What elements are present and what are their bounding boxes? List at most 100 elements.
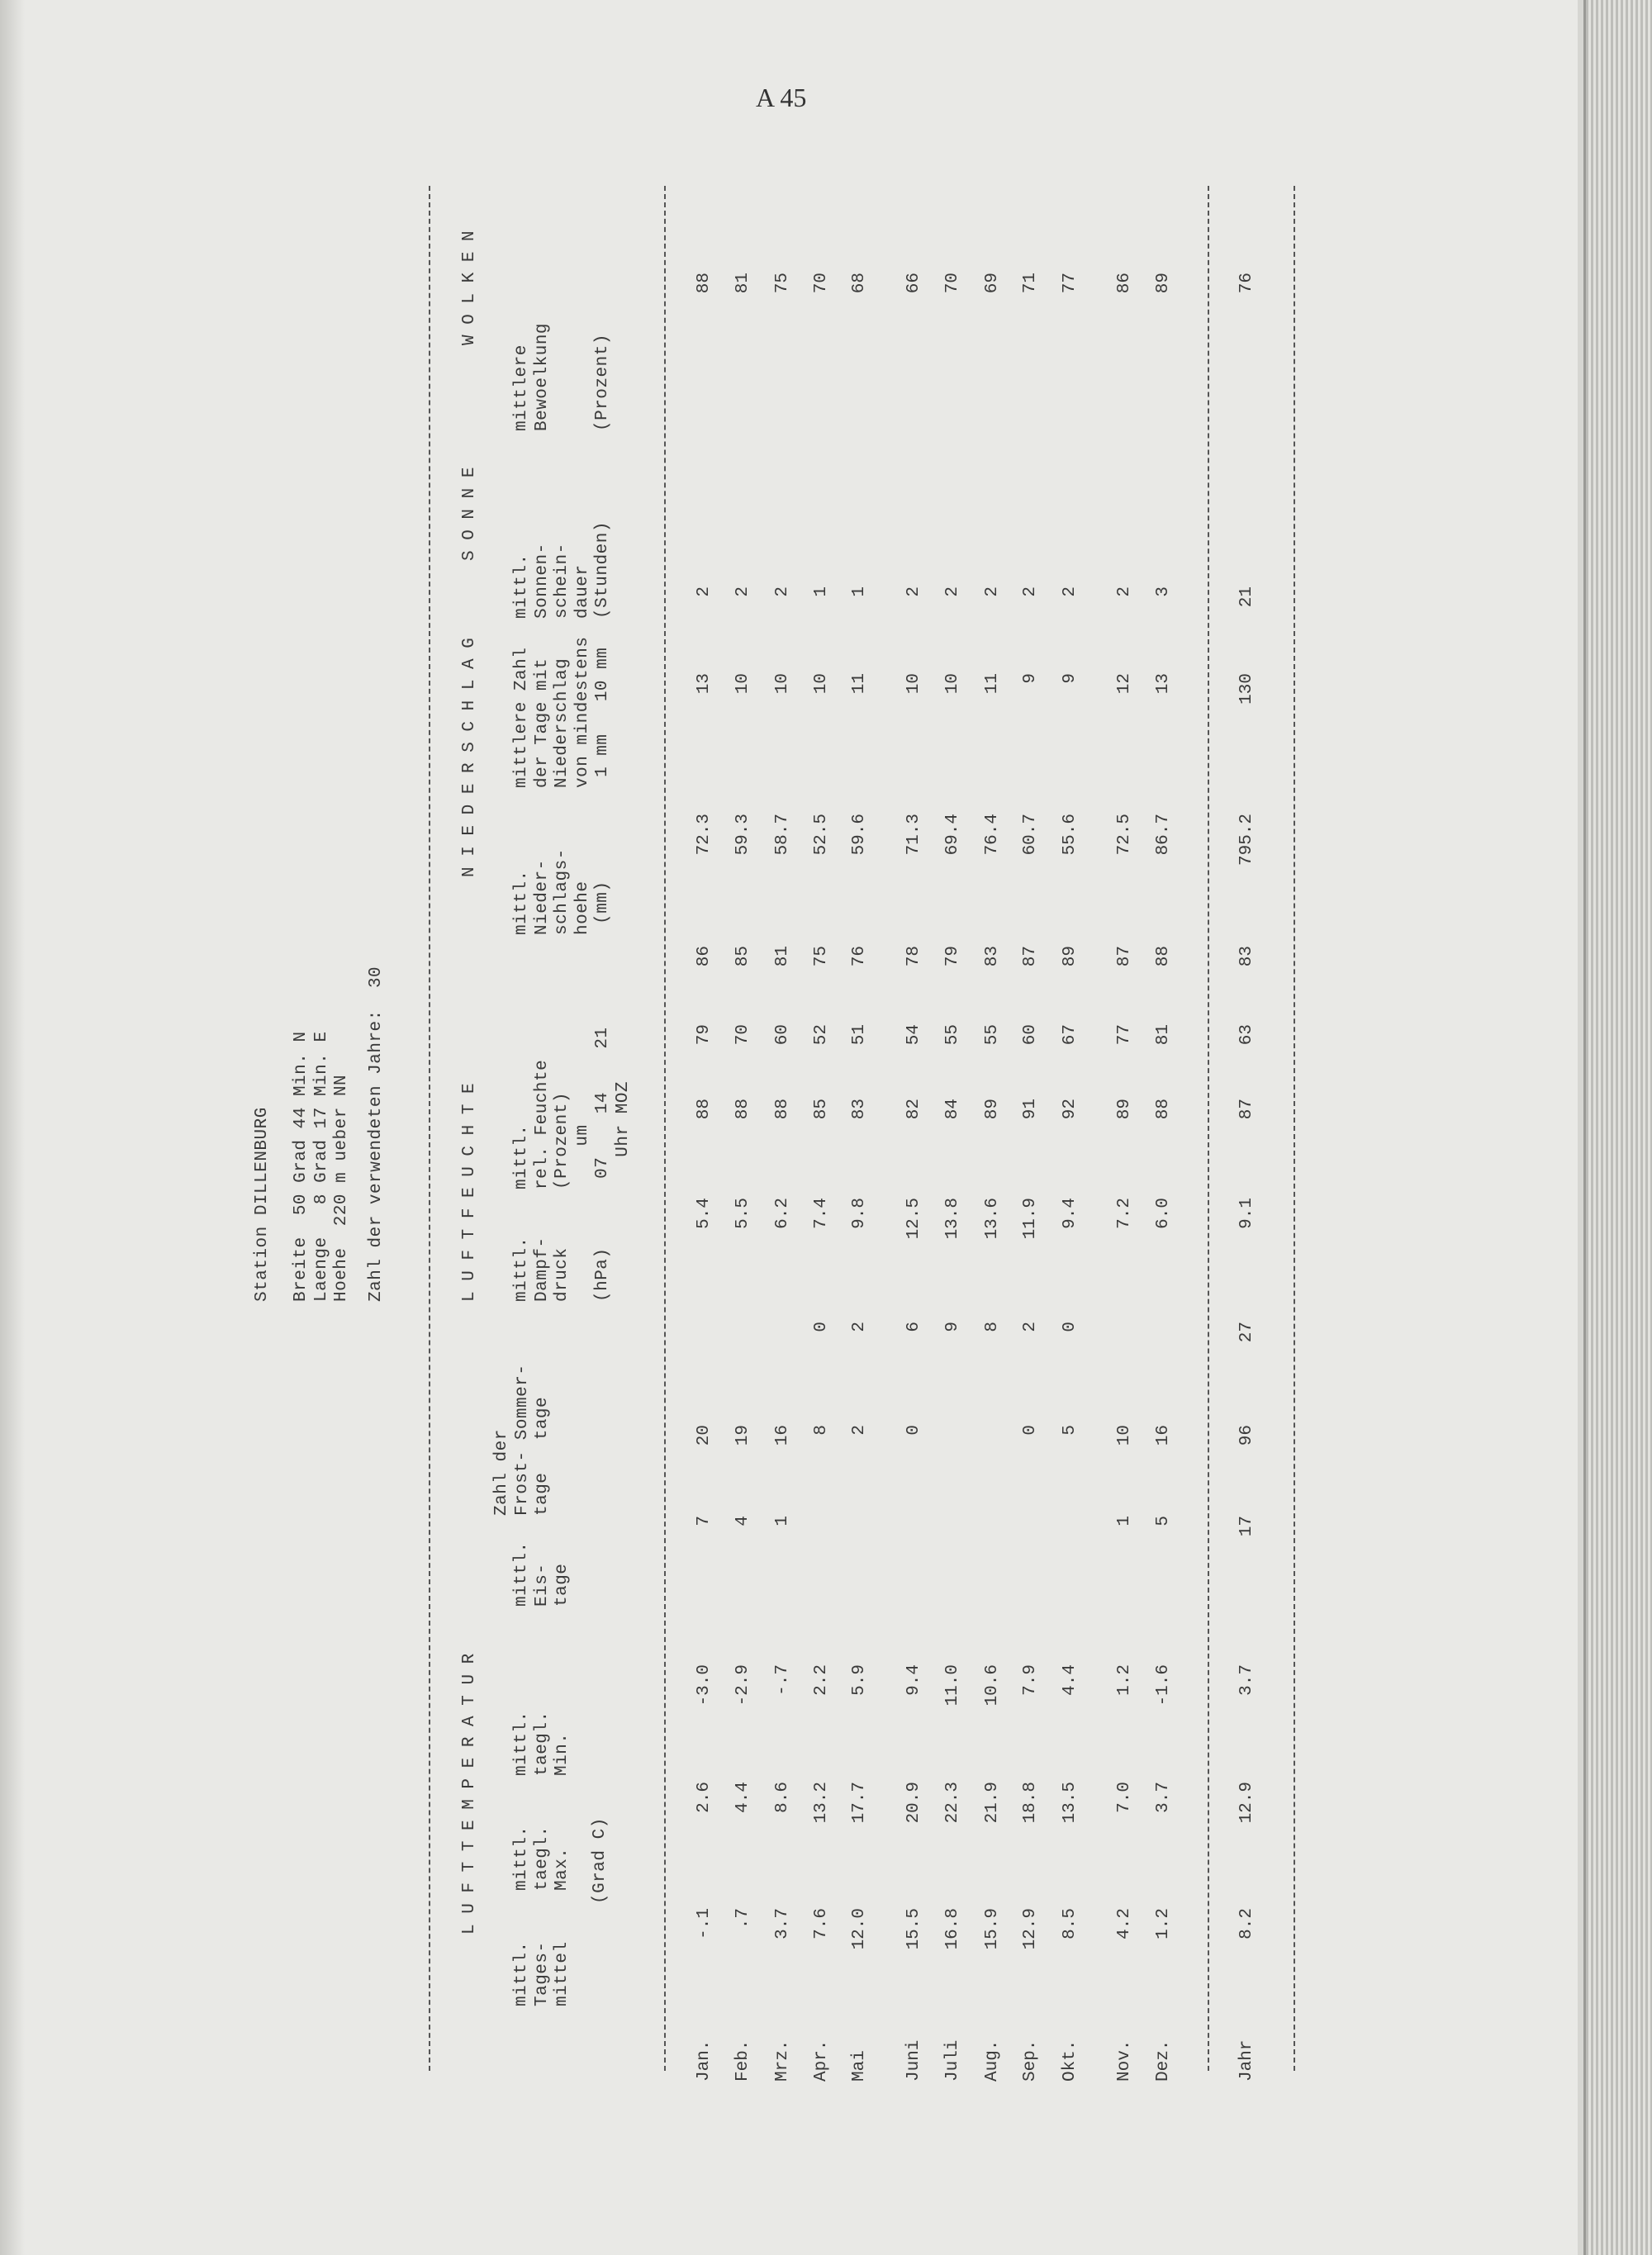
table-cell: 58.7 — [773, 814, 792, 856]
table-cell: 2 — [695, 586, 714, 597]
header-sonnenscheindauer: mittl. Sonnen- schein- dauer (Stunden) — [512, 521, 612, 619]
table-cell: 13 — [1154, 673, 1173, 695]
table-cell: 795.2 — [1237, 814, 1256, 866]
table-cell: 0 — [1021, 1425, 1040, 1436]
table-cell: 8.2 — [1237, 1908, 1256, 1939]
table-cell: 6 — [904, 1322, 923, 1332]
header-dampfdruck: mittl. Dampf- druck (hPa) — [512, 1237, 612, 1302]
table-cell: 13.8 — [943, 1198, 962, 1240]
table-cell: 75 — [812, 946, 831, 967]
table-cell: -.1 — [695, 1908, 714, 1939]
header-eistage: mittl. Eis- tage — [512, 1541, 572, 1607]
table-cell: 2 — [1021, 1322, 1040, 1332]
table-cell: 0 — [812, 1322, 831, 1332]
table-cell: 17 — [1237, 1516, 1256, 1537]
section-sonne: S O N N E — [460, 467, 479, 561]
table-cell: 1.2 — [1115, 1664, 1134, 1696]
table-cell: 96 — [1237, 1425, 1256, 1446]
page-stack-shadow — [1578, 0, 1586, 2255]
table-cell: 9.1 — [1237, 1198, 1256, 1229]
table-cell: 4 — [733, 1516, 752, 1526]
table-cell: 4.4 — [733, 1782, 752, 1813]
table-cell: 7.2 — [1115, 1198, 1134, 1229]
table-cell: 59.6 — [850, 814, 869, 856]
table-cell: 16 — [773, 1425, 792, 1446]
table-cell: -1.6 — [1154, 1664, 1173, 1707]
table-cell: 7.4 — [812, 1198, 831, 1229]
table-cell: 4.2 — [1115, 1908, 1134, 1939]
table-cell: 0 — [904, 1425, 923, 1436]
table-cell: -3.0 — [695, 1664, 714, 1707]
table-cell: 55.6 — [1061, 814, 1080, 856]
header-niederschlagshoehe: mittl. Nieder- schlags- hoehe (mm) — [512, 848, 612, 935]
header-min: mittl. taegl. Min. — [512, 1711, 572, 1776]
table-cell: 18.8 — [1021, 1782, 1040, 1824]
page-edge-shadow — [0, 0, 25, 2255]
table-cell: 20.9 — [904, 1782, 923, 1824]
table-cell: 76.4 — [983, 814, 1002, 856]
table-cell: 13.6 — [983, 1198, 1002, 1240]
table-cell: 15.9 — [983, 1908, 1002, 1950]
table-cell: 10 — [904, 673, 923, 695]
table-cell: 68 — [850, 273, 869, 294]
table-cell: 69 — [983, 273, 1002, 294]
table-cell: 78 — [904, 946, 923, 967]
table-cell: 5.9 — [850, 1664, 869, 1696]
table-cell: 83 — [983, 946, 1002, 967]
section-wolken: W O L K E N — [460, 230, 479, 345]
table-cell: 86 — [695, 946, 714, 967]
table-cell: 11 — [850, 673, 869, 695]
table-cell: 8 — [983, 1322, 1002, 1332]
table-cell: 0 — [1061, 1322, 1080, 1332]
table-cell: 20 — [695, 1425, 714, 1446]
table-cell: 10 — [1115, 1425, 1134, 1446]
table-cell: 1 — [812, 586, 831, 597]
table-cell: 59.3 — [733, 814, 752, 856]
table-cell: 2 — [1021, 586, 1040, 597]
table-cell: 130 — [1237, 673, 1256, 705]
table-cell: 72.3 — [695, 814, 714, 856]
table-cell: 16 — [1154, 1425, 1173, 1446]
table-cell: -2.9 — [733, 1664, 752, 1707]
table-cell: 86 — [1115, 273, 1134, 294]
table-cell: 5 — [1154, 1516, 1173, 1526]
table-cell: 7.0 — [1115, 1782, 1134, 1813]
table-cell: 5.4 — [695, 1198, 714, 1229]
table-cell: 79 — [943, 946, 962, 967]
table-cell: 88 — [1154, 946, 1173, 967]
station-longitude: Laenge 8 Grad 17 Min. E — [312, 1031, 331, 1302]
table-cell: 22.3 — [943, 1782, 962, 1824]
table-cell: 76 — [850, 946, 869, 967]
table-cell: 70 — [943, 273, 962, 294]
table-cell: 89 — [1154, 273, 1173, 294]
table-cell: 76 — [1237, 273, 1256, 294]
table-cell: 21 — [1237, 586, 1256, 608]
table-cell: 87 — [1021, 946, 1040, 967]
table-cell: 11.0 — [943, 1664, 962, 1707]
table-cell: 66 — [904, 273, 923, 294]
divider — [664, 186, 666, 2071]
divider — [1208, 186, 1209, 2071]
station-altitude: Hoehe 220 m ueber NN — [332, 1074, 351, 1302]
table-cell: 52.5 — [812, 814, 831, 856]
divider — [1294, 186, 1295, 2071]
table-cell: 17.7 — [850, 1782, 869, 1824]
table-cell: 9.4 — [904, 1664, 923, 1696]
table-cell: -.7 — [773, 1664, 792, 1696]
page-number: A 45 — [756, 83, 807, 112]
table-cell: 2 — [983, 586, 1002, 597]
table-cell: 83 — [1237, 946, 1256, 967]
table-cell: 1 — [850, 586, 869, 597]
table-cell: 12 — [1115, 673, 1134, 695]
table-cell: 7.9 — [1021, 1664, 1040, 1696]
table-cell: 2.6 — [695, 1782, 714, 1813]
table-cell: 10.6 — [983, 1664, 1002, 1707]
table-cell: 19 — [733, 1425, 752, 1446]
table-cell: 11.9 — [1021, 1198, 1040, 1240]
table-cell: 2.2 — [812, 1664, 831, 1696]
table-cell: 2 — [1115, 586, 1134, 597]
table-cell: 13.5 — [1061, 1782, 1080, 1824]
table-cell: 71 — [1021, 273, 1040, 294]
table-cell: 27 — [1237, 1322, 1256, 1343]
table-cell: 5.5 — [733, 1198, 752, 1229]
